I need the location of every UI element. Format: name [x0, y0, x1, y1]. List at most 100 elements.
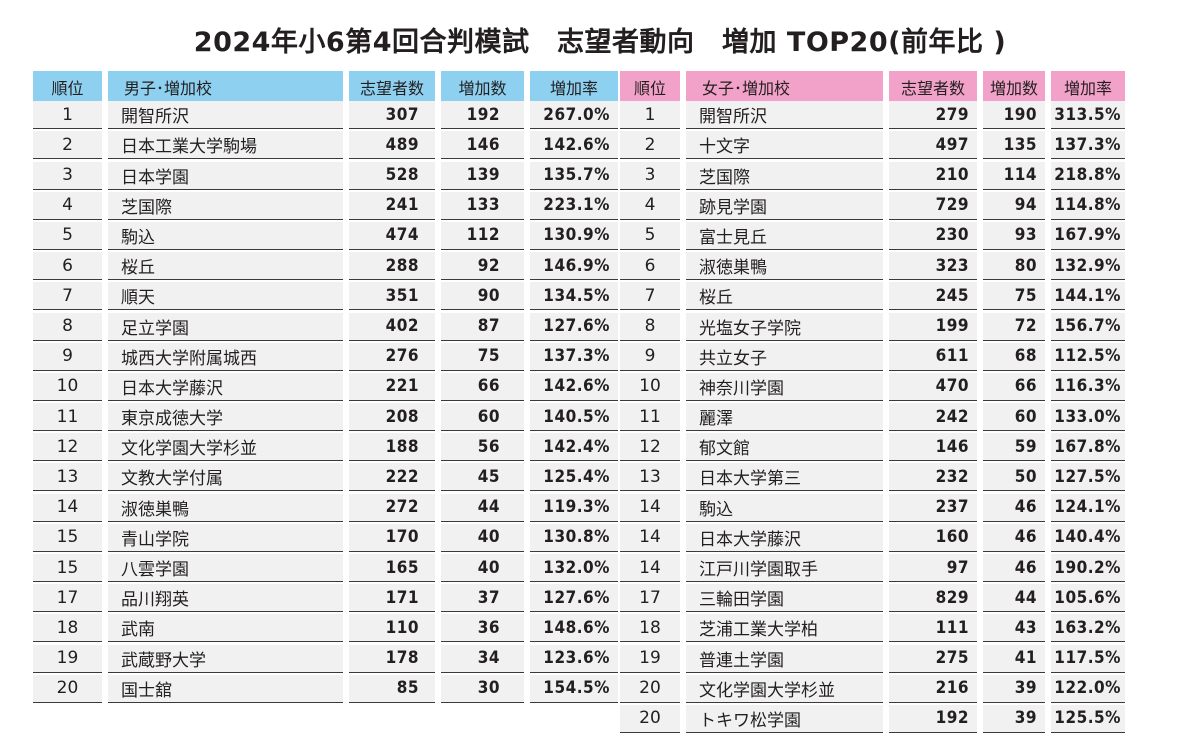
applicants-cell: 474 [349, 221, 435, 250]
rate-cell: 142.4% [530, 433, 618, 462]
applicants-cell: 221 [349, 372, 435, 401]
school-name-cell: 日本工業大学駒場 [108, 131, 343, 160]
school-name-cell: 国士舘 [108, 674, 343, 703]
applicants-cell: 323 [889, 252, 977, 281]
rank-cell: 8 [620, 312, 680, 341]
rank-cell: 12 [33, 433, 102, 462]
school-name-cell: 文化学園大学杉並 [108, 433, 343, 462]
table-row: 3 芝国際 210 114 218.8% [620, 161, 1125, 192]
applicants-cell: 171 [349, 584, 435, 613]
increase-cell: 39 [983, 704, 1045, 733]
school-name-cell: 桜丘 [686, 282, 883, 311]
rank-cell: 9 [620, 342, 680, 371]
rate-cell: 190.2% [1051, 554, 1125, 582]
rank-cell: 7 [33, 282, 102, 311]
rank-cell: 6 [620, 252, 680, 281]
rank-cell: 2 [620, 131, 680, 160]
increase-cell: 80 [983, 252, 1045, 281]
applicants-cell: 192 [889, 704, 977, 733]
table-row: 11 東京成徳大学 208 60 140.5% [33, 403, 618, 433]
rank-cell: 3 [33, 161, 102, 190]
table-row: 19 普連土学園 275 41 117.5% [620, 644, 1125, 675]
table-row: 7 桜丘 245 75 144.1% [620, 282, 1125, 312]
table-row: 8 光塩女子学院 199 72 156.7% [620, 312, 1125, 343]
rate-cell: 137.3% [530, 342, 618, 371]
school-name-cell: 共立女子 [686, 342, 883, 371]
table-row: 18 芝浦工業大学柏 111 43 163.2% [620, 614, 1125, 644]
rank-cell: 17 [620, 584, 680, 613]
school-name-cell: 品川翔英 [108, 584, 343, 613]
school-name-cell: 日本大学第三 [686, 463, 883, 492]
table-row: 7 順天 351 90 134.5% [33, 282, 618, 312]
rank-cell: 3 [620, 161, 680, 190]
rate-cell: 140.5% [530, 403, 618, 432]
rank-cell: 15 [33, 554, 102, 582]
table-row: 11 麗澤 242 60 133.0% [620, 403, 1125, 433]
increase-cell: 66 [441, 372, 524, 401]
increase-cell: 114 [983, 161, 1045, 190]
girls-table-body: 1 開智所沢 279 190 313.5% 2 十文字 497 135 137.3% 3 芝国際 210… [620, 101, 1125, 735]
increase-cell: 135 [983, 131, 1045, 160]
school-name-cell: 城西大学附属城西 [108, 342, 343, 371]
increase-cell: 46 [983, 523, 1045, 552]
rank-cell: 14 [620, 493, 680, 522]
school-name-cell: 麗澤 [686, 403, 883, 432]
page-title: 2024年小6第4回合判模試 志望者動向 増加 TOP20(前年比 ) [193, 27, 1007, 58]
applicants-cell: 497 [889, 131, 977, 160]
rank-cell: 8 [33, 312, 102, 341]
increase-cell: 44 [983, 584, 1045, 613]
increase-cell: 44 [441, 493, 524, 522]
rank-cell: 20 [620, 674, 680, 703]
table-row: 13 日本大学第三 232 50 127.5% [620, 463, 1125, 493]
rate-cell: 132.0% [530, 554, 618, 582]
header-rate: 増加率 [1051, 71, 1125, 102]
applicants-cell: 829 [889, 584, 977, 613]
table-row: 14 淑徳巣鴨 272 44 119.3% [33, 493, 618, 524]
table-row: 14 駒込 237 46 124.1% [620, 493, 1125, 524]
rate-cell: 142.6% [530, 372, 618, 401]
rank-cell: 18 [620, 614, 680, 643]
rank-cell: 1 [33, 101, 102, 130]
increase-cell: 190 [983, 101, 1045, 130]
table-row: 15 青山学院 170 40 130.8% [33, 523, 618, 554]
increase-cell: 34 [441, 644, 524, 673]
applicants-cell: 272 [349, 493, 435, 522]
header-school: 女子･増加校 [686, 71, 883, 102]
applicants-cell: 279 [889, 101, 977, 130]
rank-cell: 7 [620, 282, 680, 311]
rank-cell: 5 [33, 221, 102, 250]
table-row: 17 三輪田学園 829 44 105.6% [620, 584, 1125, 614]
applicants-cell: 470 [889, 372, 977, 401]
rate-cell: 167.9% [1051, 221, 1125, 250]
applicants-cell: 208 [349, 403, 435, 432]
applicants-cell: 216 [889, 674, 977, 703]
rate-cell: 156.7% [1051, 312, 1125, 341]
rate-cell: 116.3% [1051, 372, 1125, 401]
increase-cell: 40 [441, 554, 524, 582]
increase-cell: 139 [441, 161, 524, 190]
increase-cell: 36 [441, 614, 524, 643]
school-name-cell: 開智所沢 [108, 101, 343, 130]
applicants-cell: 111 [889, 614, 977, 643]
school-name-cell: 駒込 [686, 493, 883, 522]
table-row: 4 跡見学園 729 94 114.8% [620, 191, 1125, 222]
applicants-cell: 242 [889, 403, 977, 432]
school-name-cell: 足立学園 [108, 312, 343, 341]
table-row: 14 日本大学藤沢 160 46 140.4% [620, 523, 1125, 554]
applicants-cell: 146 [889, 433, 977, 462]
applicants-cell: 245 [889, 282, 977, 311]
increase-cell: 46 [983, 554, 1045, 582]
rate-cell: 137.3% [1051, 131, 1125, 160]
rank-cell: 19 [620, 644, 680, 673]
table-row: 10 日本大学藤沢 221 66 142.6% [33, 372, 618, 403]
rate-cell: 125.4% [530, 463, 618, 492]
increase-cell: 133 [441, 191, 524, 220]
increase-cell: 40 [441, 523, 524, 552]
rate-cell: 267.0% [530, 101, 618, 130]
increase-cell: 93 [983, 221, 1045, 250]
table-row: 3 日本学園 528 139 135.7% [33, 161, 618, 192]
rate-cell: 123.6% [530, 644, 618, 673]
school-name-cell: 武南 [108, 614, 343, 643]
table-row: 9 城西大学附属城西 276 75 137.3% [33, 342, 618, 373]
rate-cell: 112.5% [1051, 342, 1125, 371]
